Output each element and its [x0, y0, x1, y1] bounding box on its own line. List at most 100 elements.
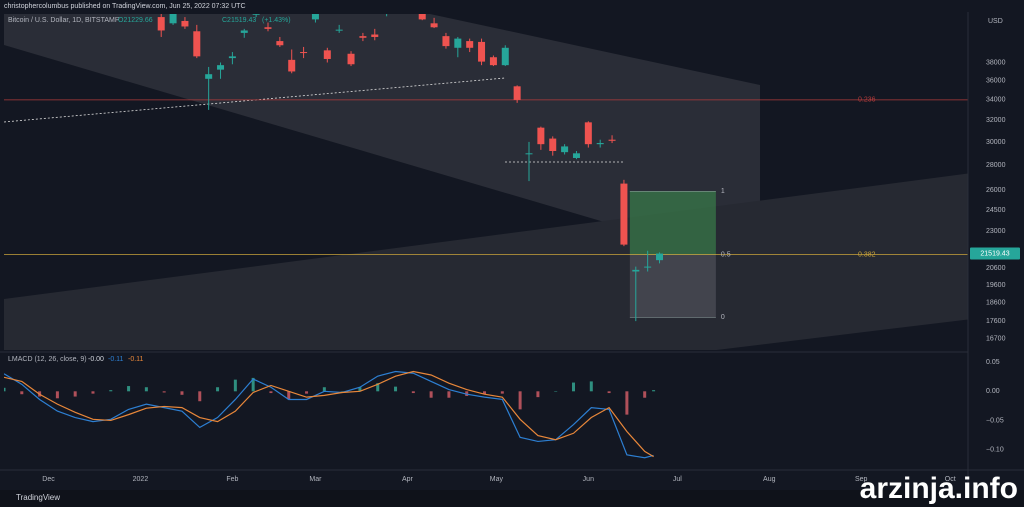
- candle-body: [181, 20, 189, 27]
- y-tick-label: 18600: [986, 299, 1006, 306]
- histogram-bar: [180, 391, 184, 395]
- candle-body: [240, 30, 248, 33]
- x-tick-label: Feb: [226, 476, 238, 483]
- ohlc-open: O21229.66: [118, 17, 153, 24]
- y-tick-label: 32000: [986, 117, 1006, 124]
- x-tick-label: May: [490, 476, 504, 483]
- candle-body: [205, 74, 213, 79]
- histogram-bar: [20, 391, 24, 395]
- histogram-bar: [127, 386, 131, 392]
- drawings: [4, 14, 968, 350]
- fib-zone-lower: [629, 254, 716, 318]
- candle-body: [442, 36, 450, 47]
- candle-body: [169, 14, 177, 24]
- histogram-bar: [55, 391, 59, 399]
- candle-body: [347, 53, 355, 65]
- candle-body: [596, 143, 604, 145]
- descending-channel: [4, 14, 760, 268]
- y-tick-label: 0.05: [986, 359, 1000, 366]
- macd-legend-value: -0.00: [88, 356, 104, 363]
- histogram-bar: [162, 391, 166, 393]
- histogram-bar: [607, 391, 611, 394]
- candle-body: [264, 27, 272, 29]
- y-tick-label: 20600: [986, 265, 1006, 272]
- histogram-bar: [429, 391, 433, 398]
- y-tick-label: 17600: [986, 318, 1006, 325]
- histogram-bar: [340, 391, 344, 392]
- histogram-bar: [643, 391, 647, 398]
- histogram-bar: [652, 390, 656, 392]
- histogram-bar: [394, 386, 398, 392]
- ohlc-close: C21519.43: [222, 17, 256, 24]
- macd-line: [4, 370, 654, 458]
- candle-body: [359, 36, 367, 38]
- x-tick-label: Jul: [673, 476, 682, 483]
- fib-level-label: 0.5: [721, 251, 731, 258]
- candle-body: [300, 52, 308, 54]
- last-price-label: 21519.43: [980, 250, 1009, 257]
- candle-body: [217, 65, 225, 70]
- y-tick-label: 26000: [986, 187, 1006, 194]
- fib-level-label: 0: [721, 314, 725, 321]
- symbol-title: Bitcoin / U.S. Dollar, 1D, BITSTAMP: [8, 17, 120, 24]
- candle-body: [323, 50, 331, 59]
- candle-body: [335, 29, 343, 31]
- candle-body: [489, 57, 497, 66]
- candle-body: [501, 47, 509, 66]
- y-tick-label: 0.00: [986, 388, 1000, 395]
- candle-body: [252, 14, 260, 15]
- histogram-bar: [518, 391, 522, 410]
- histogram-bar: [376, 383, 380, 392]
- histogram-bar: [625, 391, 629, 415]
- ascending-channel: [4, 173, 968, 350]
- header-bar: [0, 0, 1024, 12]
- watermark: arzinja.info: [860, 472, 1018, 505]
- y-tick-label: 16700: [986, 336, 1006, 343]
- histogram-bar: [269, 391, 273, 394]
- candle-body: [525, 153, 533, 155]
- histogram-bar: [322, 387, 326, 392]
- y-tick-label: 23000: [986, 228, 1006, 235]
- y-tick-label: −0.10: [986, 446, 1004, 453]
- histogram-bar: [216, 387, 220, 392]
- fib-zone-upper: [629, 191, 716, 255]
- candle-body: [454, 38, 462, 48]
- x-tick-label: 2022: [133, 476, 149, 483]
- candle-body: [656, 253, 664, 261]
- candle-body: [193, 31, 201, 57]
- brand: TradingView: [16, 493, 60, 502]
- y-tick-label: 19600: [986, 282, 1006, 289]
- candle-body: [466, 41, 474, 48]
- x-tick-label: Jun: [583, 476, 594, 483]
- y-tick-label: 38000: [986, 59, 1006, 66]
- histogram-bar: [73, 391, 77, 397]
- layer: [4, 370, 656, 459]
- histogram-bar: [411, 391, 415, 394]
- macd-legend: LMACD (12, 26, close, 9): [8, 356, 87, 363]
- x-tick-label: Mar: [309, 476, 322, 483]
- histogram-bar: [287, 391, 291, 400]
- histogram-bar: [447, 391, 451, 398]
- y-tick-label: 34000: [986, 97, 1006, 104]
- layer: [4, 14, 968, 322]
- histogram-bar: [251, 377, 255, 392]
- candle-body: [632, 269, 640, 272]
- candle-body: [620, 183, 628, 245]
- y-tick-label: 30000: [986, 139, 1006, 146]
- candle-body: [311, 14, 319, 20]
- fib-line-label: 0.382: [858, 251, 876, 258]
- x-tick-label: Apr: [402, 476, 414, 483]
- macd-legend-value: -0.11: [108, 356, 124, 363]
- histogram-bar: [536, 391, 540, 398]
- x-tick-label: Oct: [945, 476, 956, 483]
- macd-legend-value: -0.11: [128, 356, 144, 363]
- candle-body: [513, 86, 521, 100]
- candle-body: [430, 23, 438, 28]
- ohlc-change: (+1.43%): [262, 17, 291, 24]
- y-tick-label: 36000: [986, 78, 1006, 85]
- candle-body: [644, 266, 652, 268]
- histogram-bar: [483, 391, 487, 395]
- histogram-bar: [91, 391, 95, 394]
- histogram-bar: [198, 391, 202, 402]
- histogram-bar: [305, 391, 309, 394]
